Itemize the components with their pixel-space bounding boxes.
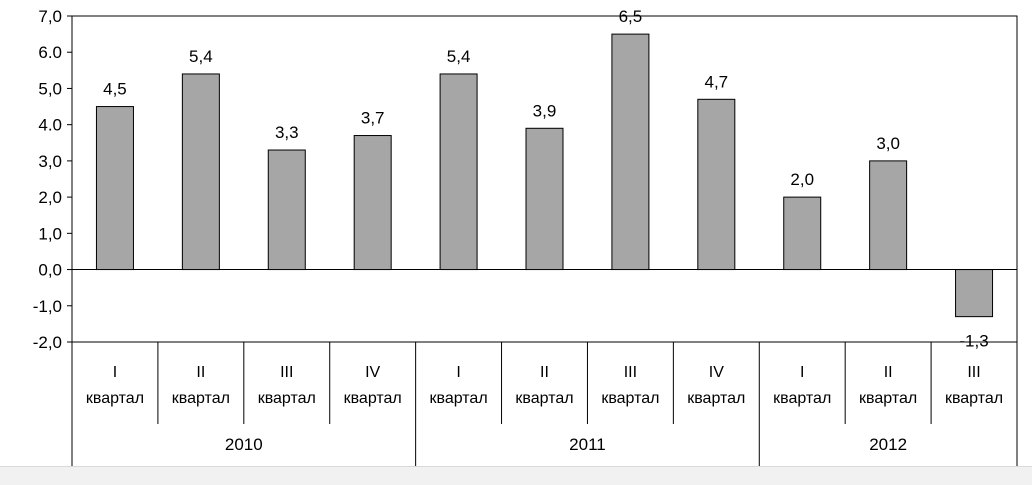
bar bbox=[439, 73, 478, 271]
category-label-word: квартал bbox=[515, 390, 573, 407]
bar bbox=[611, 33, 650, 271]
category-label-word: квартал bbox=[773, 390, 831, 407]
y-tick-label: 0,0 bbox=[38, 261, 62, 280]
category-label-numeral: III bbox=[624, 364, 637, 381]
bar bbox=[353, 135, 392, 271]
category-label-word: квартал bbox=[601, 390, 659, 407]
data-label: 4,5 bbox=[103, 80, 127, 99]
bar bbox=[783, 196, 822, 271]
data-label: 3,7 bbox=[361, 109, 385, 128]
data-label: 2,0 bbox=[790, 170, 814, 189]
category-label-word: квартал bbox=[258, 390, 316, 407]
y-tick-label: 1,0 bbox=[38, 224, 62, 243]
data-label: 3,9 bbox=[533, 101, 557, 120]
data-label: 3,3 bbox=[275, 123, 299, 142]
bar bbox=[267, 149, 306, 271]
data-label: 4,7 bbox=[704, 72, 728, 91]
category-label-numeral: I bbox=[113, 364, 117, 381]
bar bbox=[955, 269, 994, 318]
category-label-numeral: I bbox=[456, 364, 460, 381]
category-label-numeral: III bbox=[280, 364, 293, 381]
category-label-word: квартал bbox=[687, 390, 745, 407]
y-tick-label: 4.0 bbox=[38, 116, 62, 135]
category-label-numeral: II bbox=[540, 364, 549, 381]
category-label-numeral: I bbox=[800, 364, 804, 381]
bar bbox=[181, 73, 220, 271]
category-label-numeral: II bbox=[196, 364, 205, 381]
year-label: 2010 bbox=[225, 435, 263, 454]
y-tick-label: 7,0 bbox=[38, 7, 62, 26]
category-label-numeral: III bbox=[967, 364, 980, 381]
y-tick-label: 5,0 bbox=[38, 79, 62, 98]
category-label-numeral: IV bbox=[365, 364, 380, 381]
bar-chart: 7,0 6.0 5,0 4.0 3,0 2,0 1,0 0,0 -1,0 -2,0 4,5 5,4 3,… bbox=[33, 7, 1018, 466]
bar bbox=[95, 106, 134, 271]
data-label: 3,0 bbox=[876, 134, 900, 153]
category-label-word: квартал bbox=[86, 390, 144, 407]
year-label: 2012 bbox=[869, 435, 907, 454]
category-label-word: квартал bbox=[859, 390, 917, 407]
bar bbox=[525, 127, 564, 271]
data-label: 5,4 bbox=[189, 47, 213, 66]
bar bbox=[697, 98, 736, 271]
bar bbox=[869, 160, 908, 271]
y-tick-label: -2,0 bbox=[33, 333, 62, 352]
y-tick-label: 2,0 bbox=[38, 188, 62, 207]
data-label: 5,4 bbox=[447, 47, 471, 66]
category-label-word: квартал bbox=[344, 390, 402, 407]
plot-area-border bbox=[71, 15, 1018, 343]
category-label-word: квартал bbox=[430, 390, 488, 407]
category-label-word: квартал bbox=[945, 390, 1003, 407]
category-label-numeral: II bbox=[884, 364, 893, 381]
y-tick-label: -1,0 bbox=[33, 297, 62, 316]
y-tick-label: 3,0 bbox=[38, 152, 62, 171]
data-label: 6,5 bbox=[619, 7, 643, 26]
year-label: 2011 bbox=[569, 435, 606, 454]
data-label: -1,3 bbox=[959, 332, 988, 351]
category-label-numeral: IV bbox=[709, 364, 724, 381]
category-label-word: квартал bbox=[172, 390, 230, 407]
bottom-strip bbox=[0, 466, 1032, 485]
y-tick-label: 6.0 bbox=[38, 43, 62, 62]
